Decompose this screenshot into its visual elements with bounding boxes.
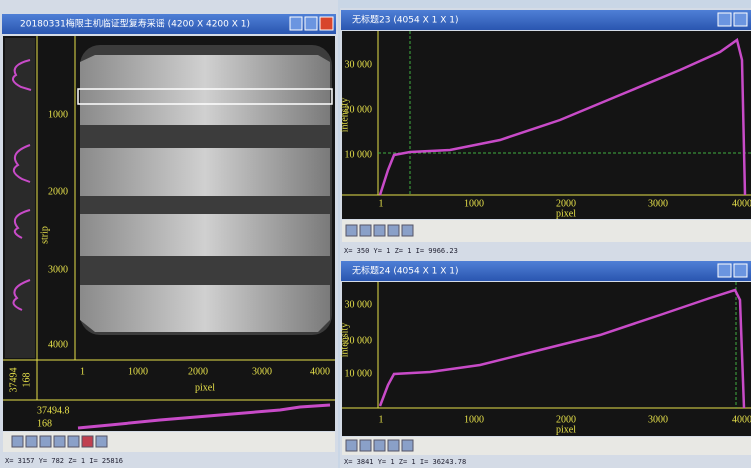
tool-button[interactable]	[26, 436, 37, 447]
corner-value: 37494	[8, 368, 19, 393]
x-tick-label: 4000	[732, 414, 751, 425]
window-title: 无标题23 (4054 X 1 X 1)	[352, 14, 458, 26]
x-axis-label: pixel	[556, 208, 576, 219]
x-axis-label: pixel	[556, 424, 576, 435]
status-bar: X= 3841 Y= 1 Z= 1 I= 36243.78	[344, 458, 466, 466]
x-tick-label: 3000	[648, 414, 668, 425]
profile-window: 无标题23 (4054 X 1 X 1) 30 000 20 000 10 00…	[339, 8, 751, 260]
y-axis-label: intensity	[339, 98, 350, 132]
x-tick-label: 1	[379, 414, 384, 425]
y-tick-label: 10 000	[345, 368, 373, 379]
toolbar	[12, 436, 107, 447]
tool-button[interactable]	[346, 225, 357, 236]
maximize-button[interactable]	[734, 264, 747, 277]
minimize-button[interactable]	[718, 13, 731, 26]
x-tick-label: 3000	[648, 198, 668, 209]
tool-button[interactable]	[360, 440, 371, 451]
corner-value: 168	[21, 373, 32, 388]
y-tick-label: 1000	[48, 109, 68, 120]
tool-button[interactable]	[402, 440, 413, 451]
tool-button[interactable]	[68, 436, 79, 447]
x-axis-label: pixel	[195, 382, 215, 393]
tool-button[interactable]	[374, 440, 385, 451]
tool-button[interactable]	[360, 225, 371, 236]
y-tick-label: 3000	[48, 264, 68, 275]
x-tick-label: 1	[80, 366, 85, 377]
tool-button[interactable]	[374, 225, 385, 236]
tool-button[interactable]	[54, 436, 65, 447]
profile-value: 168	[37, 418, 52, 429]
y-tick-label: 30 000	[345, 299, 373, 310]
tool-button[interactable]	[388, 440, 399, 451]
close-button[interactable]	[320, 17, 333, 30]
tool-button[interactable]	[402, 225, 413, 236]
y-tick-label: 4000	[48, 339, 68, 350]
tool-button[interactable]	[96, 436, 107, 447]
y-tick-label: 30 000	[345, 59, 373, 70]
tool-button[interactable]	[12, 436, 23, 447]
profile-window: 无标题24 (4054 X 1 X 1) 30 000 20 000 10 00…	[339, 260, 751, 468]
x-tick-label: 1000	[464, 198, 484, 209]
x-tick-label: 4000	[310, 366, 330, 377]
x-tick-label: 1000	[128, 366, 148, 377]
screen: 20180331梅限主机临证型复寿采谣 (4200 X 4200 X 1) 10…	[0, 0, 751, 468]
tool-button[interactable]	[82, 436, 93, 447]
y-axis-label: strip	[39, 226, 50, 244]
minimize-button[interactable]	[290, 17, 302, 30]
maximize-button[interactable]	[305, 17, 317, 30]
y-tick-label: 10 000	[345, 149, 373, 160]
x-tick-label: 4000	[732, 198, 751, 209]
tool-button[interactable]	[388, 225, 399, 236]
window-title: 20180331梅限主机临证型复寿采谣 (4200 X 4200 X 1)	[20, 18, 250, 30]
minimize-button[interactable]	[718, 264, 731, 277]
image-window: 20180331梅限主机临证型复寿采谣 (4200 X 4200 X 1) 10…	[0, 0, 338, 468]
tool-button[interactable]	[40, 436, 51, 447]
window-title: 无标题24 (4054 X 1 X 1)	[352, 265, 458, 277]
x-tick-label: 1	[379, 198, 384, 209]
x-tick-label: 1000	[464, 414, 484, 425]
status-bar: X= 3157 Y= 782 Z= 1 I= 25816	[5, 457, 123, 465]
tool-button[interactable]	[346, 440, 357, 451]
x-tick-label: 2000	[188, 366, 208, 377]
x-tick-label: 3000	[252, 366, 272, 377]
maximize-button[interactable]	[734, 13, 747, 26]
status-bar: X= 350 Y= 1 Z= 1 I= 9966.23	[344, 247, 458, 255]
y-tick-label: 2000	[48, 186, 68, 197]
y-axis-label: intensity	[339, 323, 350, 357]
profile-value: 37494.8	[37, 405, 70, 416]
